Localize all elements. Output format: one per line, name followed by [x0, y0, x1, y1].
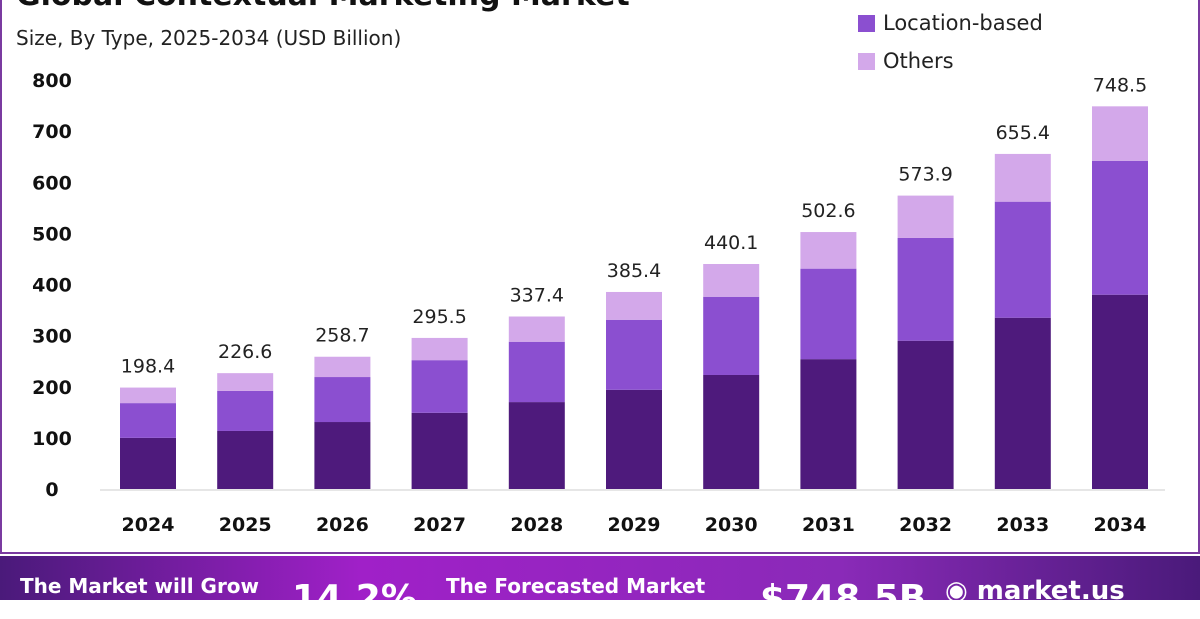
- bar-segment-2026-2: [314, 356, 371, 378]
- bar-segment-2030-0: [703, 374, 760, 489]
- total-label: 440.1: [704, 232, 758, 254]
- bar-segment-2025-1: [217, 390, 274, 431]
- total-label: 502.6: [801, 200, 855, 222]
- bar-segment-2032-2: [897, 195, 954, 238]
- y-tick-label: 600: [32, 172, 72, 194]
- bar-segment-2024-0: [120, 437, 176, 489]
- bar-segment-2031-0: [800, 359, 857, 489]
- legend-label: Location-based: [883, 11, 1043, 35]
- total-label: 573.9: [898, 164, 952, 186]
- bar-segment-2033-1: [994, 201, 1051, 318]
- bar-segment-2027-2: [411, 337, 468, 361]
- bar-segment-2028-2: [508, 316, 565, 342]
- cagr-value: 14.2%: [292, 578, 417, 619]
- x-tick-label: 2024: [122, 514, 175, 536]
- bar-segment-2034-1: [1092, 160, 1148, 295]
- total-label: 655.4: [996, 122, 1050, 144]
- bar-segment-2026-0: [314, 422, 371, 489]
- x-tick-label: 2029: [608, 514, 661, 536]
- bar-segment-2033-2: [994, 153, 1051, 202]
- bar-segment-2030-2: [703, 263, 760, 297]
- bar-segment-2031-2: [800, 232, 857, 269]
- legend: Location-based Others: [858, 4, 1043, 80]
- x-tick-label: 2031: [802, 514, 855, 536]
- total-label: 295.5: [412, 306, 466, 328]
- bar-segment-2028-1: [508, 341, 565, 403]
- chart-subtitle: Size, By Type, 2025-2034 (USD Billion): [16, 26, 402, 50]
- bar-segment-2026-1: [314, 377, 371, 423]
- chart-title: Global Contextual Marketing Market: [16, 0, 630, 13]
- total-label: 748.5: [1093, 74, 1147, 96]
- x-tick-label: 2032: [899, 514, 952, 536]
- x-tick-label: 2030: [705, 514, 758, 536]
- total-label: 198.4: [121, 356, 175, 378]
- bar-segment-2031-1: [800, 268, 857, 360]
- y-tick-label: 100: [32, 428, 72, 450]
- bar-segment-2034-2: [1092, 106, 1148, 161]
- bar-segment-2025-2: [217, 373, 274, 391]
- x-tick-label: 2025: [219, 514, 272, 536]
- bar-segment-2033-0: [994, 317, 1051, 489]
- bar-segment-2029-1: [606, 319, 662, 390]
- bar-segment-2032-0: [897, 340, 954, 489]
- footer-banner: The Market will Grow 14.2% The Forecaste…: [0, 556, 1200, 619]
- bar-segment-2030-1: [703, 296, 760, 375]
- bar-segment-2034-0: [1092, 294, 1148, 489]
- x-tick-label: 2028: [510, 514, 563, 536]
- bar-segment-2028-0: [508, 402, 565, 489]
- legend-item-others: Others: [858, 42, 1043, 80]
- bar-segment-2029-2: [606, 291, 662, 320]
- legend-swatch: [858, 52, 875, 70]
- forecast-value: $748.5B: [760, 578, 927, 619]
- x-tick-label: 2026: [316, 514, 369, 536]
- y-tick-label: 700: [32, 121, 72, 143]
- x-tick-label: 2034: [1094, 514, 1147, 536]
- y-tick-label: 200: [32, 377, 72, 399]
- x-tick-label: 2027: [413, 514, 466, 536]
- total-label: 337.4: [510, 285, 564, 307]
- brand-name: market.us: [976, 576, 1125, 606]
- total-label: 385.4: [607, 260, 661, 282]
- y-tick-label: 800: [32, 70, 72, 92]
- legend-swatch: [858, 14, 875, 32]
- bar-segment-2027-1: [411, 360, 468, 413]
- y-tick-label: 300: [32, 326, 72, 348]
- grow-label: The Market will Grow: [20, 574, 260, 598]
- forecast-label: The Forecasted Market: [446, 574, 706, 598]
- brand-logo: ◉ market.us: [945, 576, 1125, 606]
- y-tick-label: 0: [45, 479, 58, 501]
- legend-item-location-based: Location-based: [858, 4, 1043, 42]
- legend-label: Others: [883, 49, 954, 73]
- y-tick-label: 500: [32, 223, 72, 245]
- bar-segment-2029-0: [606, 389, 662, 489]
- chart-frame: [0, 0, 1200, 554]
- chart-plot: 0 100 200 300 400 500 600 700 800 198.4 2024 226.6 2…: [32, 70, 1165, 536]
- bar-segment-2027-0: [411, 412, 468, 489]
- bar-segment-2025-0: [217, 430, 274, 489]
- bar-segment-2024-2: [120, 387, 176, 404]
- bar-segment-2032-1: [897, 237, 954, 341]
- y-tick-label: 400: [32, 275, 72, 297]
- x-tick-label: 2033: [996, 514, 1049, 536]
- total-label: 226.6: [218, 341, 272, 363]
- total-label: 258.7: [315, 325, 369, 347]
- bar-segment-2024-1: [120, 403, 176, 438]
